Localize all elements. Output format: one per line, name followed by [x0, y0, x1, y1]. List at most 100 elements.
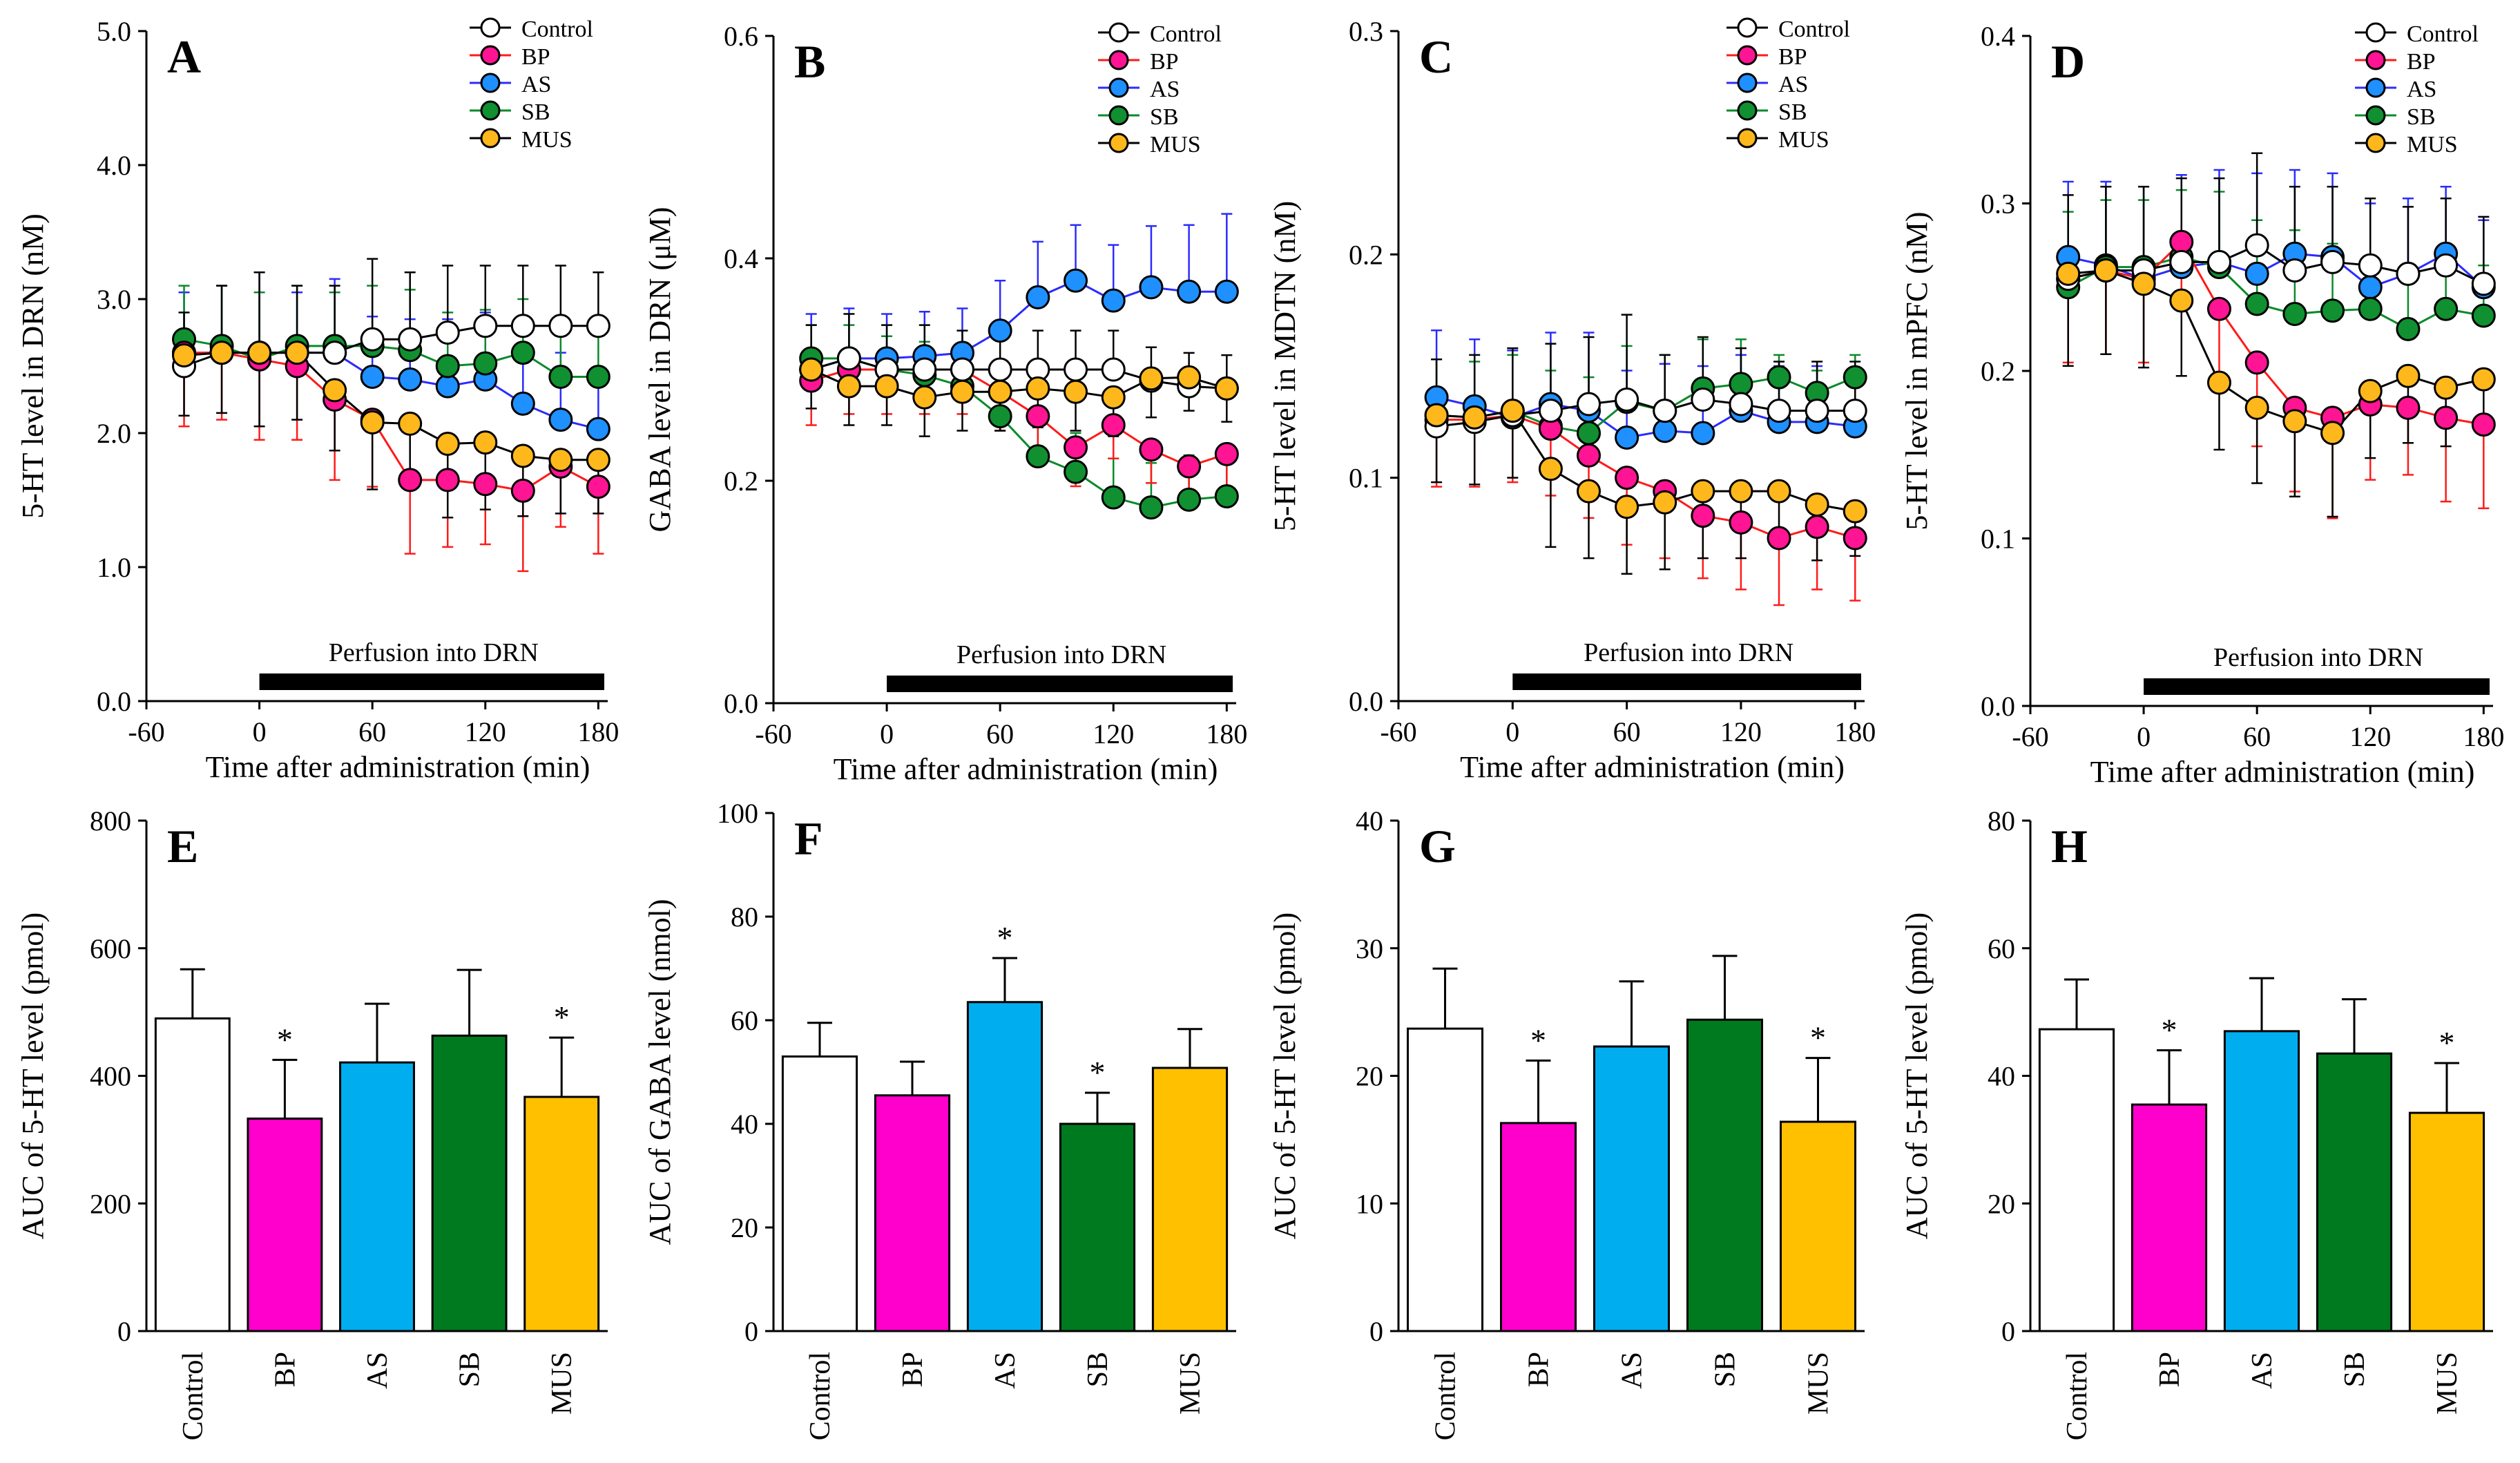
category-label: BP — [269, 1352, 301, 1387]
data-point-control — [2169, 249, 2194, 274]
significance-mark: * — [997, 920, 1013, 955]
legend-marker — [2365, 133, 2386, 153]
y-tick-label: 60 — [731, 1005, 758, 1036]
data-point-mus — [988, 379, 1012, 404]
data-point-as — [510, 391, 535, 416]
data-point-sb — [988, 404, 1012, 429]
data-point-control — [510, 314, 535, 338]
legend-label: MUS — [1150, 132, 1201, 157]
data-point-control — [2396, 261, 2421, 286]
category-label: SB — [1082, 1352, 1114, 1387]
data-point-as — [1214, 279, 1239, 304]
category-label: Control — [2061, 1352, 2093, 1440]
data-point-control — [1101, 357, 1126, 382]
y-axis-title: 5-HT level in MDTN (nM) — [1268, 201, 1302, 531]
legend-marker — [2365, 22, 2386, 43]
legend-label: BP — [521, 44, 550, 70]
panel-f: 0 20 40 60 80 100 AUC of GABA level (nmol) F Con… — [643, 798, 1236, 1440]
category-label: MUS — [1803, 1352, 1835, 1415]
series-line-bp — [2068, 240, 2484, 426]
data-point-control — [548, 314, 573, 338]
data-point-mus — [1729, 479, 1753, 504]
category-label: Control — [805, 1352, 836, 1440]
data-point-mus — [799, 357, 824, 382]
data-point-mus — [1139, 366, 1164, 391]
category-label: BP — [897, 1352, 929, 1387]
y-tick-label: 40 — [1356, 805, 1383, 836]
data-point-control — [473, 314, 498, 338]
category-label: BP — [1523, 1352, 1555, 1387]
data-point-bp — [2244, 350, 2269, 375]
data-point-mus — [2320, 421, 2345, 446]
category-label: AS — [990, 1352, 1021, 1389]
y-tick-label: 5.0 — [97, 16, 131, 47]
data-point-control — [398, 327, 423, 352]
significance-mark: * — [2162, 1013, 2177, 1048]
data-point-mus — [2131, 271, 2156, 296]
x-axis-title: Time after administration (min) — [2090, 755, 2475, 789]
bar-bp — [247, 1117, 323, 1332]
data-point-bp — [1101, 413, 1126, 437]
legend-marker — [1108, 105, 1129, 126]
data-point-bp — [1615, 466, 1639, 490]
category-label: MUS — [1175, 1352, 1206, 1415]
data-point-mus — [473, 430, 498, 455]
legend-label: MUS — [1778, 127, 1829, 153]
y-tick-label: 80 — [731, 901, 758, 933]
y-tick-label: 40 — [1988, 1061, 2015, 1092]
series-line-mus — [184, 352, 599, 461]
category-label: MUS — [546, 1352, 578, 1415]
y-tick-label: 800 — [90, 805, 131, 836]
data-point-sb — [1026, 444, 1050, 469]
legend-label: AS — [1150, 77, 1180, 102]
data-point-as — [398, 367, 423, 392]
data-point-mus — [435, 432, 460, 457]
data-point-control — [2206, 249, 2231, 274]
data-point-mus — [2434, 375, 2459, 400]
legend-marker — [480, 45, 501, 66]
series-line-bp — [811, 368, 1227, 468]
data-point-mus — [2169, 288, 2194, 313]
perfusion-bar — [2144, 678, 2490, 695]
bar-as — [966, 1001, 1043, 1332]
significance-mark: * — [277, 1022, 293, 1057]
y-tick-label: 100 — [717, 798, 758, 829]
data-point-bp — [1064, 435, 1088, 460]
y-axis-title: 5-HT level in mPFC (nM) — [1900, 211, 1934, 530]
data-point-as — [1177, 279, 1202, 304]
data-point-mus — [2093, 258, 2118, 283]
y-tick-label: 3.0 — [97, 284, 131, 315]
data-point-mus — [285, 341, 309, 365]
data-point-mus — [586, 448, 610, 472]
x-tick-label: 120 — [465, 716, 506, 747]
panel-letter: G — [1419, 820, 1456, 872]
data-point-mus — [1424, 403, 1449, 428]
series-line-mus — [1436, 410, 1856, 513]
data-point-sb — [435, 354, 460, 379]
data-point-bp — [1805, 515, 1829, 539]
data-point-control — [586, 314, 610, 338]
bar-sb — [431, 1034, 508, 1332]
legend-label: SB — [521, 99, 550, 125]
data-point-bp — [2434, 405, 2459, 430]
data-point-mus — [2206, 370, 2231, 395]
bar-control — [2038, 1028, 2115, 1332]
legend-marker — [1737, 73, 1758, 93]
data-point-as — [1139, 275, 1164, 300]
y-tick-label: 0.4 — [724, 243, 758, 274]
data-point-sb — [2434, 296, 2459, 321]
data-point-control — [2320, 249, 2345, 274]
legend-label: Control — [2407, 21, 2479, 47]
data-point-as — [435, 374, 460, 399]
x-axis-title: Time after administration (min) — [834, 752, 1218, 786]
legend-marker — [1737, 100, 1758, 121]
legend-marker — [1108, 50, 1129, 70]
legend-label: AS — [1778, 72, 1808, 97]
bar-mus — [2408, 1111, 2485, 1332]
data-point-mus — [1064, 379, 1088, 404]
y-tick-label: 0.1 — [1981, 524, 2015, 555]
panel-letter: F — [794, 812, 823, 865]
